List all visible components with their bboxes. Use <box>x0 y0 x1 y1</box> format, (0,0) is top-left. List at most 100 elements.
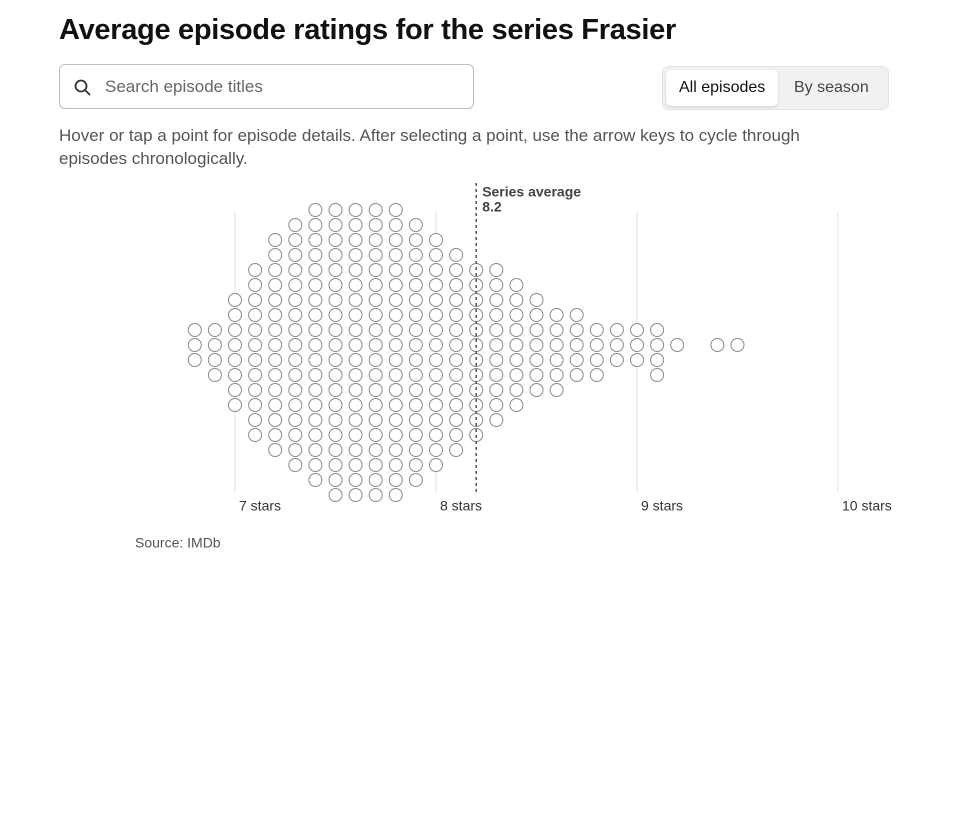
episode-point[interactable] <box>408 308 423 322</box>
episode-point[interactable] <box>308 293 323 307</box>
episode-point[interactable] <box>368 368 383 382</box>
episode-point[interactable] <box>348 488 363 502</box>
episode-point[interactable] <box>268 398 283 412</box>
episode-point[interactable] <box>308 278 323 292</box>
episode-point[interactable] <box>469 263 484 277</box>
episode-point[interactable] <box>288 218 303 232</box>
episode-point[interactable] <box>509 308 524 322</box>
episode-point[interactable] <box>429 233 443 247</box>
episode-point[interactable] <box>630 338 644 352</box>
episode-point[interactable] <box>288 323 303 337</box>
episode-point[interactable] <box>429 278 443 292</box>
episode-point[interactable] <box>288 233 303 247</box>
episode-point[interactable] <box>308 368 323 382</box>
episode-point[interactable] <box>529 368 544 382</box>
episode-point[interactable] <box>650 353 665 367</box>
episode-point[interactable] <box>288 248 303 262</box>
episode-point[interactable] <box>730 338 745 352</box>
episode-point[interactable] <box>710 338 725 352</box>
episode-point[interactable] <box>368 278 383 292</box>
episode-point[interactable] <box>429 338 443 352</box>
episode-point[interactable] <box>529 293 544 307</box>
episode-point[interactable] <box>328 338 343 352</box>
episode-point[interactable] <box>509 353 524 367</box>
episode-point[interactable] <box>509 323 524 337</box>
episode-point[interactable] <box>449 368 464 382</box>
episode-point[interactable] <box>308 383 323 397</box>
episode-point[interactable] <box>328 248 343 262</box>
episode-point[interactable] <box>207 353 222 367</box>
episode-point[interactable] <box>308 458 323 472</box>
episode-point[interactable] <box>288 353 303 367</box>
episode-point[interactable] <box>308 413 323 427</box>
episode-point[interactable] <box>348 473 363 487</box>
episode-point[interactable] <box>368 218 383 232</box>
episode-point[interactable] <box>529 353 544 367</box>
episode-point[interactable] <box>469 308 484 322</box>
episode-point[interactable] <box>268 353 283 367</box>
episode-point[interactable] <box>469 383 484 397</box>
episode-point[interactable] <box>509 398 524 412</box>
episode-point[interactable] <box>187 338 202 352</box>
episode-point[interactable] <box>388 353 403 367</box>
episode-point[interactable] <box>268 278 283 292</box>
episode-point[interactable] <box>368 353 383 367</box>
episode-point[interactable] <box>388 203 403 217</box>
toggle-button[interactable]: All episodes <box>666 70 779 106</box>
episode-point[interactable] <box>348 383 363 397</box>
episode-point[interactable] <box>348 398 363 412</box>
episode-point[interactable] <box>449 293 464 307</box>
episode-point[interactable] <box>368 443 383 457</box>
episode-point[interactable] <box>308 248 323 262</box>
episode-point[interactable] <box>529 323 544 337</box>
episode-point[interactable] <box>449 443 464 457</box>
episode-point[interactable] <box>489 368 504 382</box>
episode-point[interactable] <box>388 398 403 412</box>
episode-point[interactable] <box>288 413 303 427</box>
episode-point[interactable] <box>388 473 403 487</box>
episode-point[interactable] <box>529 308 544 322</box>
episode-point[interactable] <box>328 488 343 502</box>
episode-point[interactable] <box>429 458 443 472</box>
episode-point[interactable] <box>429 443 443 457</box>
search-box[interactable]: Search episode titles <box>59 64 474 109</box>
episode-point[interactable] <box>348 338 363 352</box>
episode-point[interactable] <box>268 443 283 457</box>
episode-point[interactable] <box>388 278 403 292</box>
episode-point[interactable] <box>288 458 303 472</box>
episode-point[interactable] <box>549 338 564 352</box>
episode-point[interactable] <box>248 278 263 292</box>
episode-point[interactable] <box>449 353 464 367</box>
episode-point[interactable] <box>509 293 524 307</box>
episode-point[interactable] <box>469 428 484 442</box>
episode-point[interactable] <box>288 368 303 382</box>
episode-point[interactable] <box>569 353 584 367</box>
episode-point[interactable] <box>268 338 283 352</box>
episode-point[interactable] <box>449 413 464 427</box>
episode-point[interactable] <box>228 353 242 367</box>
episode-point[interactable] <box>228 323 242 337</box>
episode-point[interactable] <box>408 293 423 307</box>
episode-point[interactable] <box>308 398 323 412</box>
episode-point[interactable] <box>328 383 343 397</box>
episode-point[interactable] <box>288 428 303 442</box>
episode-point[interactable] <box>449 263 464 277</box>
episode-point[interactable] <box>368 398 383 412</box>
episode-point[interactable] <box>268 308 283 322</box>
episode-point[interactable] <box>328 473 343 487</box>
episode-point[interactable] <box>429 413 443 427</box>
episode-point[interactable] <box>589 353 604 367</box>
episode-point[interactable] <box>268 383 283 397</box>
episode-point[interactable] <box>650 368 665 382</box>
episode-point[interactable] <box>650 338 665 352</box>
episode-point[interactable] <box>408 218 423 232</box>
episode-point[interactable] <box>469 323 484 337</box>
episode-point[interactable] <box>449 383 464 397</box>
episode-point[interactable] <box>388 428 403 442</box>
episode-point[interactable] <box>388 488 403 502</box>
episode-point[interactable] <box>268 263 283 277</box>
episode-point[interactable] <box>268 413 283 427</box>
episode-point[interactable] <box>449 248 464 262</box>
episode-point[interactable] <box>388 368 403 382</box>
episode-point[interactable] <box>630 323 644 337</box>
